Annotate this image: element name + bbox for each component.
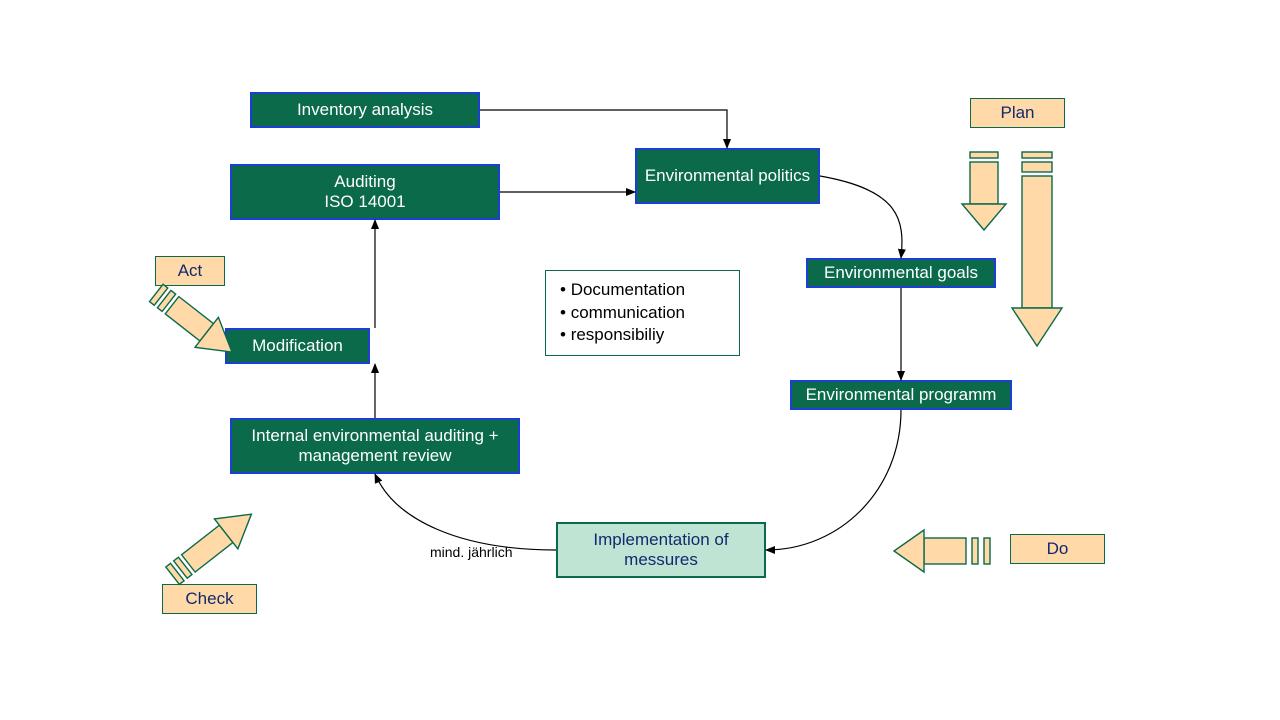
check-arrow [161, 499, 263, 591]
plan-arrow-short [962, 152, 1006, 230]
node-label: Environmental politics [645, 166, 810, 186]
pdca-plan-tag: Plan [970, 98, 1065, 128]
node-auditing-iso14001: Auditing ISO 14001 [230, 164, 500, 220]
node-implementation-of-measures: Implementation of messures [556, 522, 766, 578]
edge-inventory-to-envpol [480, 110, 727, 148]
info-item: communication [560, 302, 685, 325]
info-item: responsibiliy [560, 324, 664, 347]
node-environmental-goals: Environmental goals [806, 258, 996, 288]
node-environmental-politics: Environmental politics [635, 148, 820, 204]
node-label: Modification [252, 336, 343, 356]
diagram-stage: { "canvas": { "width": 1280, "height": 7… [0, 0, 1280, 720]
pdca-do-tag: Do [1010, 534, 1105, 564]
info-item: Documentation [560, 279, 685, 302]
node-modification: Modification [225, 328, 370, 364]
node-label: Environmental goals [824, 263, 978, 283]
pdca-label: Act [178, 261, 203, 281]
center-info-box: Documentation communication responsibili… [545, 270, 740, 356]
node-label: Implementation of messures [558, 530, 764, 570]
node-label: Internal environmental auditing + manage… [240, 426, 510, 466]
pdca-label: Plan [1000, 103, 1034, 123]
annotation-min-yearly: mind. jährlich [430, 544, 512, 560]
plan-arrow-long [1012, 152, 1062, 346]
node-internal-auditing-review: Internal environmental auditing + manage… [230, 418, 520, 474]
edge-envpol-to-envgoals [820, 176, 902, 258]
pdca-label: Check [185, 589, 233, 609]
pdca-act-tag: Act [155, 256, 225, 286]
pdca-check-tag: Check [162, 584, 257, 614]
edge-envprog-to-impl [766, 410, 901, 550]
edge-impl-to-intaudit [375, 474, 556, 550]
node-label: Environmental programm [806, 385, 997, 405]
pdca-label: Do [1047, 539, 1069, 559]
do-arrow [894, 530, 990, 572]
node-label: Inventory analysis [297, 100, 433, 120]
node-environmental-programm: Environmental programm [790, 380, 1012, 410]
node-label: Auditing ISO 14001 [324, 172, 405, 212]
node-inventory-analysis: Inventory analysis [250, 92, 480, 128]
